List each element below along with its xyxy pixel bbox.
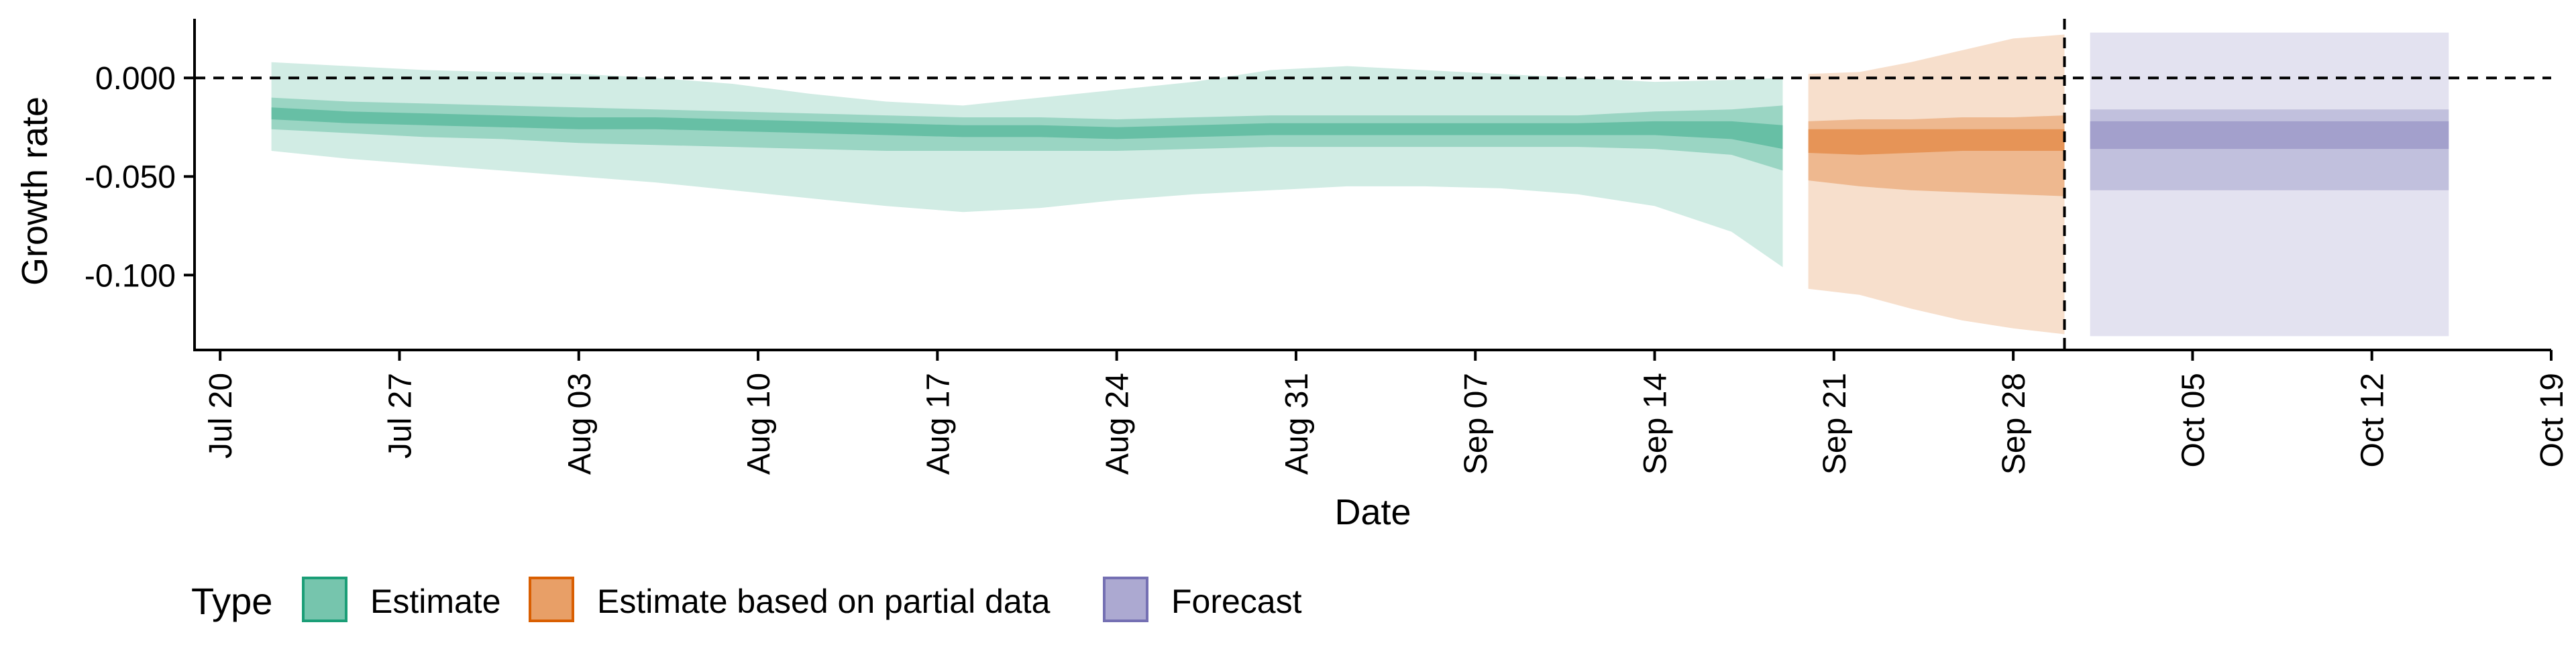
legend-label-estimate: Estimate (370, 583, 501, 620)
legend-label-forecast: Forecast (1171, 583, 1302, 620)
x-tick-label: Aug 10 (741, 373, 777, 475)
series-forecast (2090, 32, 2449, 337)
x-tick-label: Oct 05 (2176, 373, 2211, 467)
forecast-ribbon-20 (2090, 121, 2449, 150)
legend-swatch-forecast (1103, 577, 1148, 622)
legend-label-estimate-based-on-partial-data: Estimate based on partial data (597, 583, 1051, 620)
ribbon-layer (271, 32, 2449, 337)
forecast-ribbon-50 (2090, 109, 2449, 190)
y-tick-label: -0.050 (85, 160, 176, 195)
legend-title: Type (191, 580, 272, 622)
forecast-ribbon-90 (2090, 32, 2449, 337)
legend-swatch-estimate-based-on-partial-data (529, 577, 574, 622)
x-tick-label: Jul 27 (382, 373, 418, 459)
y-tick-label: -0.100 (85, 258, 176, 294)
x-tick-label: Sep 28 (1996, 373, 2032, 475)
series-estimate (271, 62, 1783, 268)
series-estimate-based-on-partial-data (1808, 34, 2065, 335)
estimate-based-on-partial-data-ribbon-20 (1808, 129, 2065, 155)
reference-lines (195, 19, 2551, 350)
x-tick-label: Oct 12 (2355, 373, 2391, 467)
estimate-based-on-partial-data-ribbon-50 (1808, 115, 2065, 196)
x-tick-label: Aug 31 (1279, 373, 1315, 475)
x-tick-label: Aug 24 (1100, 373, 1136, 475)
estimate-ribbon-20 (271, 107, 1783, 150)
x-tick-label: Sep 07 (1458, 373, 1494, 475)
x-tick-label: Jul 20 (203, 373, 239, 459)
axes: 0.000 -0.050 -0.100 Jul 20 Jul 27 Aug 03 Aug 1… (85, 19, 2570, 475)
x-axis-title: Date (1334, 492, 1411, 532)
estimate-ribbon-50 (271, 97, 1783, 171)
x-tick-label: Aug 17 (920, 373, 956, 475)
estimate-based-on-partial-data-ribbon-90 (1808, 34, 2065, 335)
legend-swatch-estimate (302, 577, 347, 622)
y-tick-label: 0.000 (95, 61, 176, 97)
x-tick-label: Oct 19 (2534, 373, 2570, 467)
x-tick-label: Aug 03 (562, 373, 598, 475)
x-tick-label: Sep 14 (1638, 373, 1674, 475)
x-tick-label: Sep 21 (1817, 373, 1853, 475)
y-axis-title: Growth rate (15, 97, 55, 286)
estimate-ribbon-90 (271, 62, 1783, 268)
legend: Type Estimate Estimate based on partial d… (191, 577, 1302, 622)
